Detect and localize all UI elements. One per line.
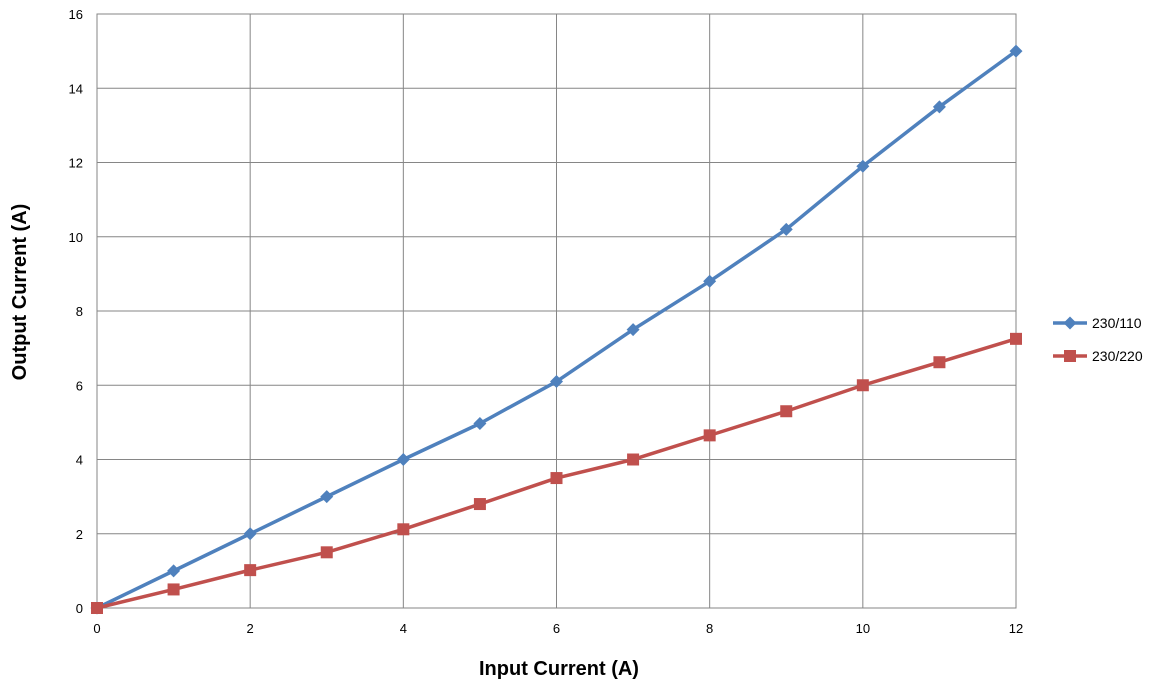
data-point: [1009, 44, 1023, 58]
data-point: [627, 453, 640, 466]
data-point: [933, 356, 946, 369]
x-tick-label: 12: [1009, 621, 1023, 636]
y-axis-ticks: 0 2 4 6 8 10 12 14 16: [69, 7, 83, 616]
data-point: [244, 564, 257, 577]
x-axis-ticks: 0 2 4 6 8 10 12: [93, 621, 1023, 636]
data-point: [550, 472, 563, 485]
y-tick-label: 14: [69, 81, 83, 96]
data-point: [473, 416, 487, 430]
y-tick-label: 2: [76, 527, 83, 542]
data-point: [932, 100, 946, 114]
y-tick-label: 4: [76, 453, 83, 468]
data-point: [473, 498, 486, 511]
x-tick-label: 10: [856, 621, 870, 636]
x-axis-title: Input Current (A): [479, 658, 639, 680]
data-point: [167, 564, 181, 578]
data-point: [856, 379, 869, 392]
legend-label: 230/110: [1092, 315, 1142, 331]
x-tick-label: 2: [247, 621, 254, 636]
data-point: [243, 527, 257, 541]
legend-marker: [1064, 350, 1076, 362]
x-tick-label: 4: [400, 621, 407, 636]
x-tick-label: 8: [706, 621, 713, 636]
y-tick-label: 16: [69, 7, 83, 22]
legend-item: 230/110: [1053, 315, 1142, 331]
legend-item: 230/220: [1053, 348, 1143, 364]
data-point: [703, 274, 717, 288]
legend-label: 230/220: [1092, 348, 1143, 364]
data-point: [703, 429, 716, 442]
data-point: [626, 323, 640, 337]
y-tick-label: 6: [76, 378, 83, 393]
plot-frame: [96, 13, 1017, 609]
y-axis-title: Output Current (A): [9, 204, 31, 381]
data-point: [91, 602, 103, 614]
data-point: [1010, 332, 1022, 345]
data-point: [779, 222, 793, 236]
y-tick-label: 0: [76, 601, 83, 616]
grid-lines: [96, 13, 1017, 609]
x-tick-label: 0: [93, 621, 100, 636]
legend-marker: [1063, 316, 1077, 330]
series-230/110: [90, 44, 1023, 615]
data-point: [397, 523, 410, 536]
y-tick-label: 12: [69, 156, 83, 171]
data-point: [780, 405, 793, 418]
x-tick-label: 6: [553, 621, 560, 636]
data-point: [856, 159, 870, 173]
series-layer: [90, 44, 1023, 615]
legend: 230/110 230/220: [1053, 315, 1143, 364]
data-point: [396, 453, 410, 466]
data-point: [320, 490, 334, 504]
y-tick-label: 10: [69, 230, 83, 245]
data-point: [550, 375, 563, 389]
data-point: [320, 546, 333, 559]
data-point: [167, 583, 180, 596]
y-tick-label: 8: [76, 304, 83, 319]
series-230/220: [91, 332, 1022, 614]
